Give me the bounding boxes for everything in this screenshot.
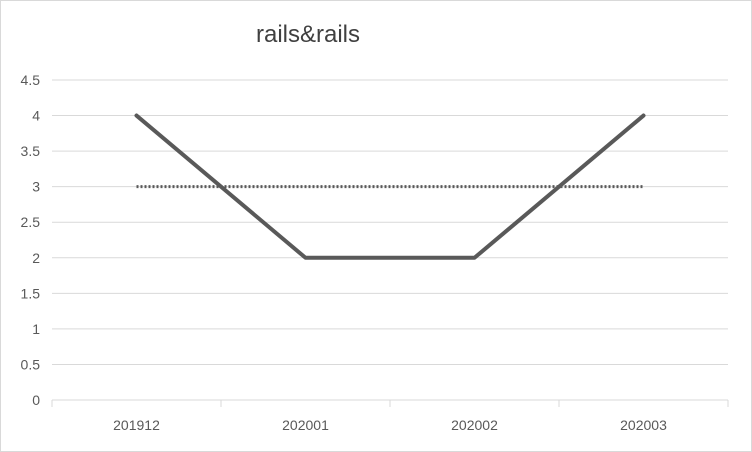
y-tick-label: 4 — [32, 108, 40, 124]
y-tick-label: 1.5 — [21, 285, 41, 301]
x-tick-label: 202003 — [620, 417, 667, 433]
y-tick-label: 4.5 — [21, 72, 41, 88]
y-tick-label: 0.5 — [21, 356, 41, 372]
chart-title: rails&rails — [255, 21, 360, 48]
y-tick-label: 0 — [32, 392, 40, 408]
x-tick-label: 201912 — [113, 417, 160, 433]
y-tick-label: 3 — [32, 179, 40, 195]
y-tick-label: 2.5 — [21, 214, 41, 230]
y-tick-label: 3.5 — [21, 143, 41, 159]
y-tick-label: 2 — [32, 250, 40, 266]
x-tick-label: 202001 — [282, 417, 329, 433]
y-tick-label: 1 — [32, 321, 40, 337]
x-tick-label: 202002 — [451, 417, 498, 433]
